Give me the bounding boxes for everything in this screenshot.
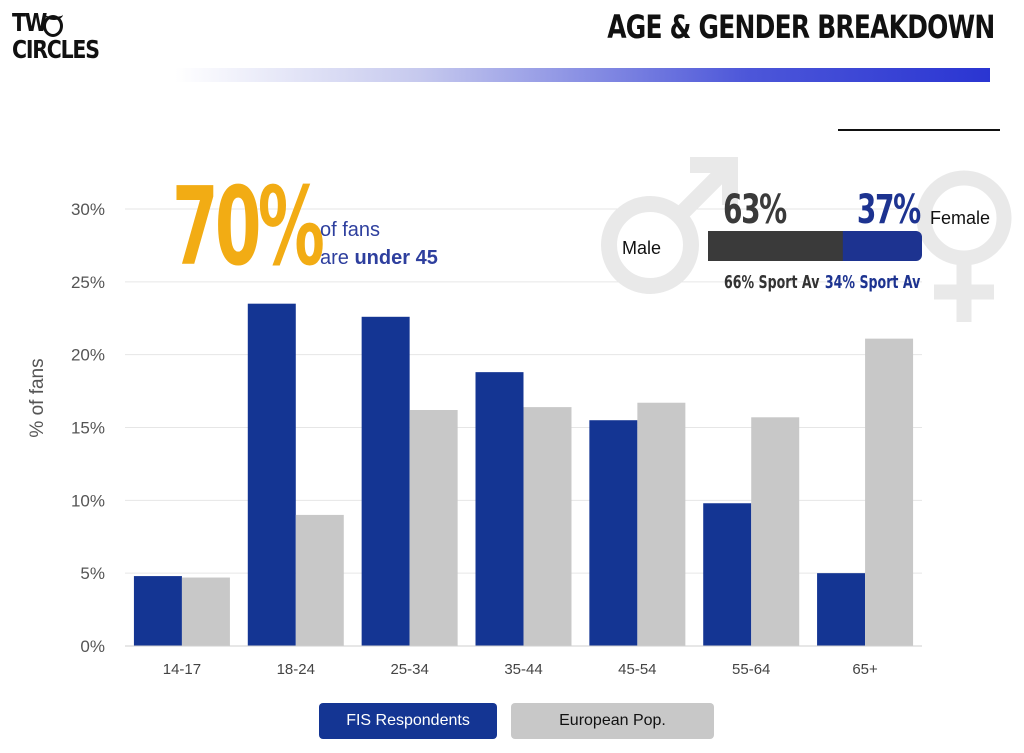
callout-line-1: of fans <box>320 219 381 241</box>
bar-european-pop <box>181 577 230 646</box>
bar-european-pop <box>865 338 914 646</box>
female-percentage: 37% <box>857 187 921 233</box>
logo-line-1: TW <box>12 8 47 37</box>
bar-european-pop <box>637 402 686 646</box>
bar-fis-respondents <box>361 316 410 646</box>
bar-fis-respondents <box>703 503 752 646</box>
callout-line-2-prefix: are <box>320 247 355 269</box>
gender-bar-male <box>708 231 843 261</box>
bar-european-pop <box>409 410 458 646</box>
y-tick-label: 10% <box>71 491 105 510</box>
header-gradient-bar <box>175 68 990 82</box>
callout-line-2: are under 45 <box>320 244 438 272</box>
bar-european-pop <box>295 514 344 646</box>
male-symbol-icon <box>601 157 738 294</box>
y-tick-label: 15% <box>71 419 105 438</box>
y-axis-label: % of fans <box>27 358 48 437</box>
bar-european-pop <box>751 417 800 646</box>
y-tick-label: 5% <box>80 564 105 583</box>
x-tick-label: 18-24 <box>277 661 315 678</box>
bar-fis-respondents <box>589 420 638 646</box>
y-tick-label: 25% <box>71 273 105 292</box>
bar-fis-respondents <box>133 576 182 646</box>
x-tick-label: 55-64 <box>732 661 770 678</box>
divider-line <box>838 129 1000 131</box>
female-label: Female <box>930 208 991 228</box>
bar-fis-respondents <box>475 372 524 646</box>
bar-european-pop <box>523 407 572 646</box>
y-tick-label: 30% <box>71 200 105 219</box>
male-label: Male <box>622 238 662 258</box>
female-sport-average: 34% Sport Av <box>824 272 920 293</box>
page-title: AGE & GENDER BREAKDOWN <box>606 8 995 46</box>
two-circles-logo: TW CIRCLES <box>12 8 100 66</box>
fans-callout-text: of fans are under 45 <box>320 216 438 272</box>
x-tick-label: 45-54 <box>618 661 656 678</box>
y-tick-label: 20% <box>71 346 105 365</box>
x-tick-label: 35-44 <box>504 661 542 678</box>
big-percentage: 70% <box>172 165 325 290</box>
x-tick-label: 14-17 <box>163 661 201 678</box>
callout-line-2-bold: under 45 <box>354 247 438 269</box>
bar-fis-respondents <box>817 573 866 646</box>
x-tick-label: 25-34 <box>390 661 428 678</box>
x-tick-label: 65+ <box>852 661 878 678</box>
gender-symbols <box>601 157 1012 322</box>
y-tick-label: 0% <box>80 637 105 656</box>
logo-circle-mark <box>43 15 63 37</box>
bar-fis-respondents <box>247 303 296 646</box>
male-sport-average: 66% Sport Av <box>724 272 820 293</box>
female-symbol-icon <box>916 170 1012 322</box>
male-percentage: 63% <box>723 187 787 233</box>
legend-fis-respondents[interactable]: FIS Respondents <box>319 703 497 739</box>
legend-european-pop[interactable]: European Pop. <box>511 703 714 739</box>
logo-line-2: CIRCLES <box>12 35 100 64</box>
